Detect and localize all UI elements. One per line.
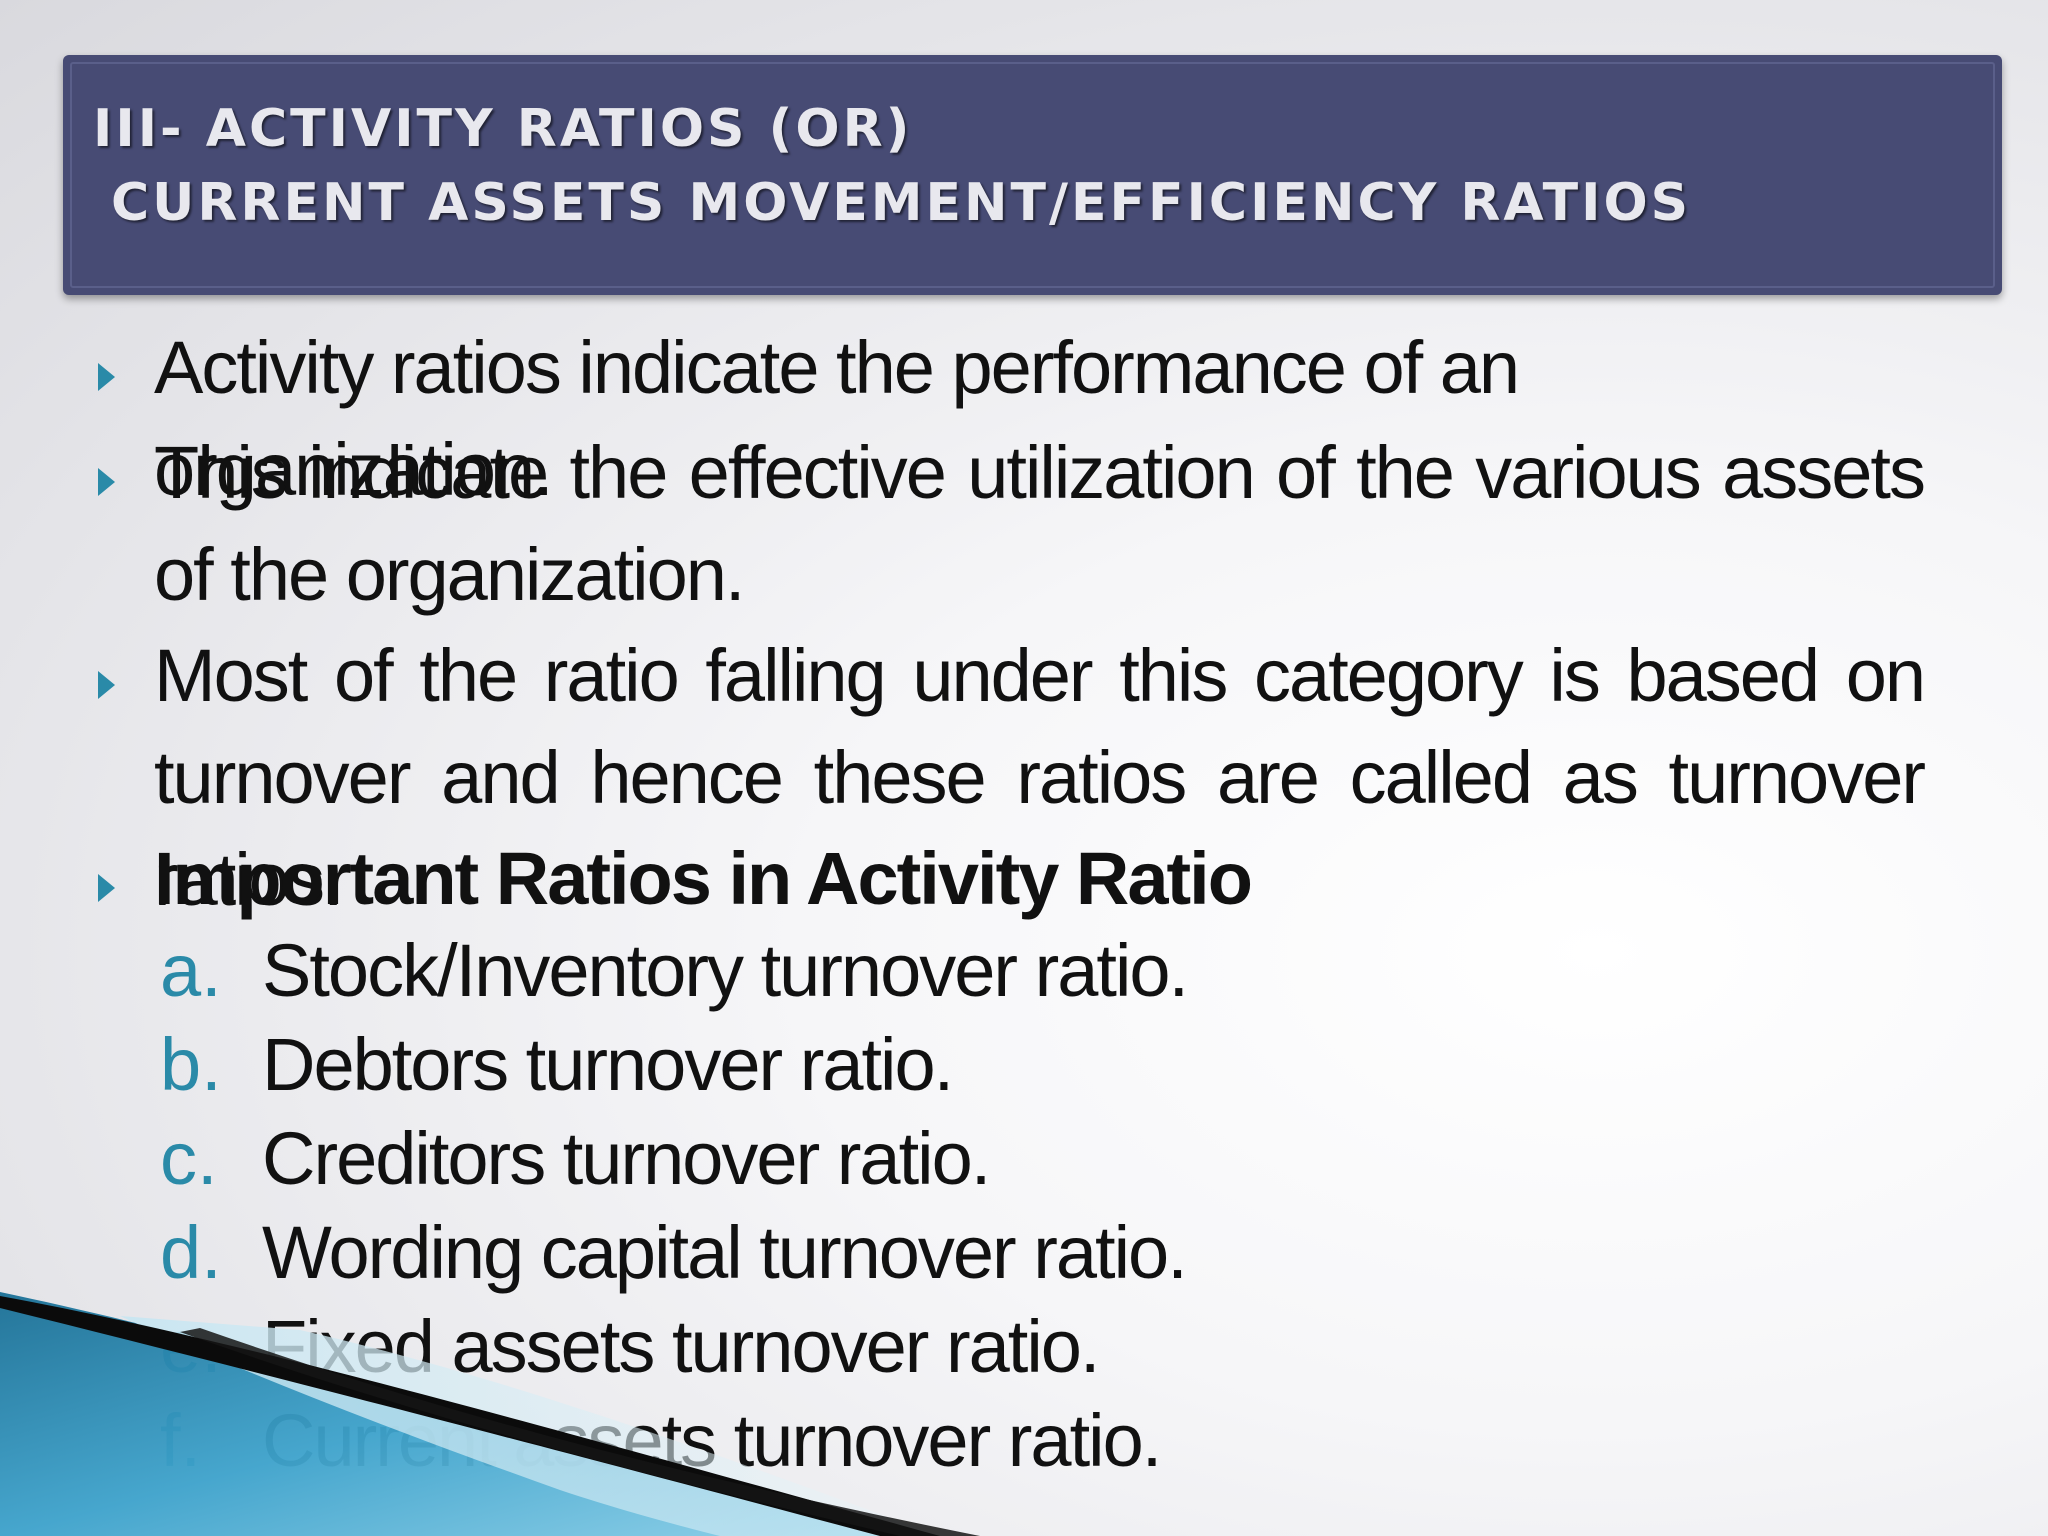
sub-item-letter-e: e.: [160, 1305, 222, 1388]
slide-title-line-2: CURRENT ASSETS MOVEMENT/EFFICIENCY RATIO…: [111, 173, 1692, 233]
sub-item-text-c: Creditors turnover ratio.: [262, 1117, 991, 1200]
bullet-arrow-icon: [98, 874, 115, 902]
sub-item-letter-d: d.: [160, 1211, 222, 1294]
sub-item-letter-b: b.: [160, 1023, 222, 1106]
sub-item-text-a: Stock/Inventory turnover ratio.: [262, 929, 1189, 1012]
bullet-arrow-icon: [98, 671, 115, 699]
title-bar: III- ACTIVITY RATIOS (OR) CURRENT ASSETS…: [63, 55, 2002, 295]
sub-item-text-d: Wording capital turnover ratio.: [262, 1211, 1188, 1294]
sub-item-text-e: Fixed assets turnover ratio.: [262, 1305, 1100, 1388]
bullet-text-1: Activity ratios indicate the performance…: [154, 326, 1520, 511]
bullet-text-3: Most of the ratio falling under this cat…: [154, 634, 1926, 921]
title-bar-inner-border: [70, 62, 1995, 288]
sub-item-text-f: Current assets turnover ratio.: [262, 1399, 1162, 1482]
bullet-arrow-icon: [98, 363, 115, 391]
sub-item-letter-c: c.: [160, 1117, 218, 1200]
slide-title-line-1: III- ACTIVITY RATIOS (OR): [93, 99, 913, 159]
bullet-text-4-heading: Important Ratios in Activity Ratio: [154, 837, 1253, 920]
sub-item-letter-f: f.: [160, 1399, 202, 1482]
bullet-text-2: This indicate the effective utilization …: [154, 431, 1926, 616]
bullet-arrow-icon: [98, 468, 115, 496]
sub-item-text-b: Debtors turnover ratio.: [262, 1023, 954, 1106]
sub-item-letter-a: a.: [160, 929, 222, 1012]
